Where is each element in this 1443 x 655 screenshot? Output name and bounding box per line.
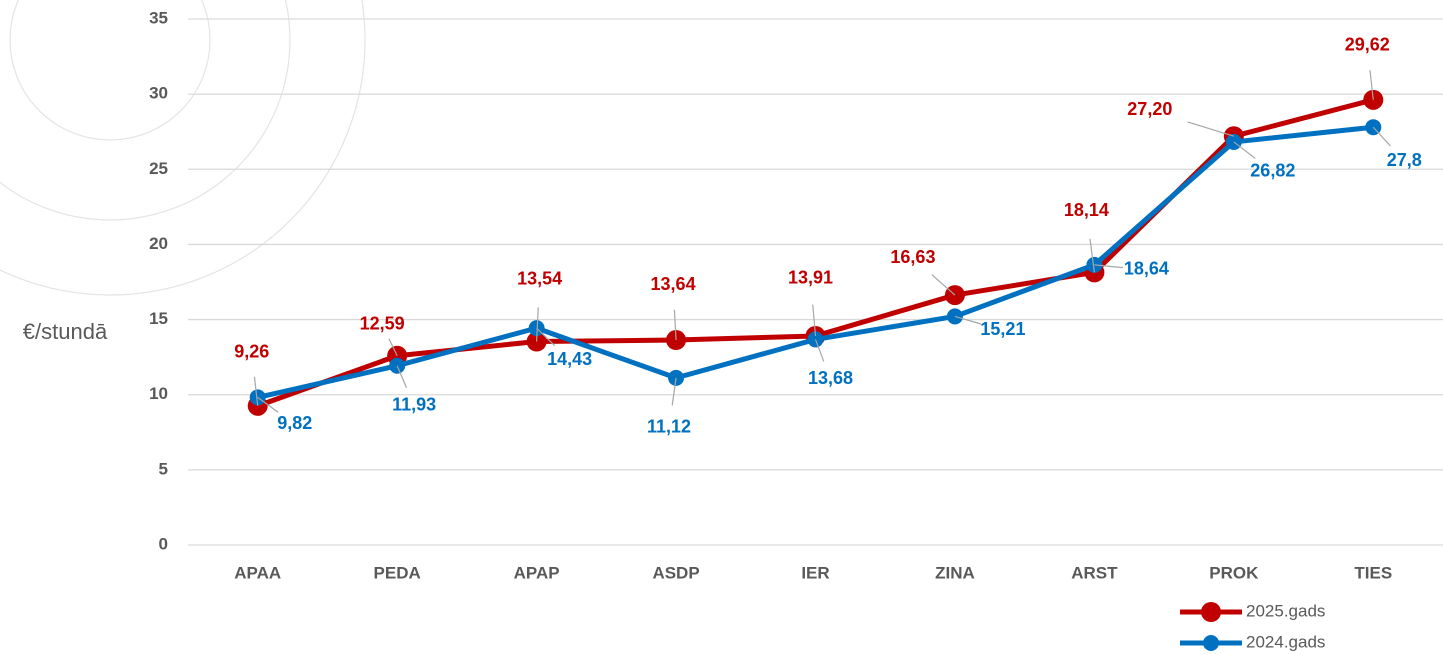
x-tick-label: APAA	[234, 563, 281, 582]
leader-line	[1089, 238, 1095, 273]
leader-line	[931, 274, 956, 296]
y-tick-label: 15	[149, 309, 168, 328]
legend-label: 2025.gads	[1246, 601, 1325, 620]
data-label: 13,64	[651, 274, 696, 294]
x-tick-label: PROK	[1209, 563, 1259, 582]
x-tick-label: PEDA	[374, 563, 421, 582]
data-label: 9,82	[277, 413, 312, 433]
leader-line	[1369, 70, 1374, 100]
leader-line	[257, 396, 279, 413]
leader-line	[954, 315, 982, 325]
data-label: 14,43	[547, 349, 592, 369]
data-label: 27,20	[1127, 99, 1172, 119]
leader-line	[673, 309, 677, 341]
leader-line	[388, 338, 398, 357]
leader-line	[1094, 264, 1124, 269]
leader-line	[814, 339, 825, 362]
data-label: 9,26	[234, 342, 269, 362]
y-tick-label: 20	[149, 234, 168, 253]
leader-line	[536, 327, 556, 347]
data-label: 13,68	[808, 368, 853, 388]
data-label: 29,62	[1345, 35, 1390, 55]
x-tick-label: ASDP	[652, 563, 699, 582]
legend-marker	[1203, 635, 1219, 651]
leader-line	[1187, 121, 1235, 137]
x-tick-label: APAP	[514, 563, 560, 582]
data-label: 18,64	[1124, 259, 1169, 279]
data-label: 11,93	[392, 394, 436, 414]
series-line	[257, 124, 1374, 400]
y-axis-label: €/stundā	[23, 319, 108, 344]
data-label: 26,82	[1250, 161, 1295, 181]
data-label: 18,14	[1064, 200, 1109, 220]
x-tick-label: ZINA	[935, 563, 975, 582]
data-label: 13,54	[517, 268, 562, 288]
decoration	[0, 0, 366, 296]
y-tick-label: 25	[149, 159, 168, 178]
data-label: 15,21	[980, 319, 1025, 339]
leader-line	[536, 307, 539, 342]
data-label: 12,59	[360, 314, 405, 334]
x-tick-label: ARST	[1071, 563, 1118, 582]
legend-marker	[1201, 602, 1221, 622]
leader-line	[671, 377, 677, 406]
leader-line	[1372, 126, 1391, 147]
data-label: 13,91	[788, 268, 833, 288]
leader-line	[812, 304, 817, 337]
leader-line	[396, 365, 408, 388]
x-tick-label: IER	[801, 563, 829, 582]
x-tick-label: TIES	[1354, 563, 1392, 582]
y-tick-label: 0	[159, 534, 168, 553]
data-label: 27,8	[1387, 150, 1422, 170]
legend-label: 2024.gads	[1246, 632, 1325, 651]
data-label: 16,63	[890, 247, 935, 267]
y-tick-label: 10	[149, 384, 168, 403]
leader-line	[1233, 141, 1256, 159]
data-label: 11,12	[647, 417, 691, 437]
leader-line	[253, 376, 259, 406]
y-tick-label: 35	[149, 8, 168, 27]
y-tick-label: 30	[149, 84, 168, 103]
y-tick-label: 5	[159, 459, 168, 478]
